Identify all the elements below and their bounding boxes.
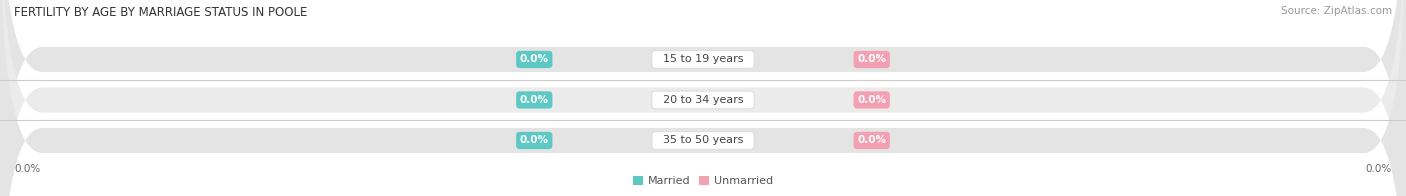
Text: Source: ZipAtlas.com: Source: ZipAtlas.com xyxy=(1281,6,1392,16)
Text: 35 to 50 years: 35 to 50 years xyxy=(655,135,751,145)
Text: 0.0%: 0.0% xyxy=(1365,163,1392,174)
Text: 0.0%: 0.0% xyxy=(858,95,886,105)
Text: 15 to 19 years: 15 to 19 years xyxy=(655,54,751,64)
Legend: Married, Unmarried: Married, Unmarried xyxy=(628,171,778,191)
Text: 20 to 34 years: 20 to 34 years xyxy=(655,95,751,105)
Text: 0.0%: 0.0% xyxy=(520,95,548,105)
Text: 0.0%: 0.0% xyxy=(858,135,886,145)
Text: 0.0%: 0.0% xyxy=(14,163,41,174)
Text: 0.0%: 0.0% xyxy=(520,135,548,145)
Text: 0.0%: 0.0% xyxy=(858,54,886,64)
Text: FERTILITY BY AGE BY MARRIAGE STATUS IN POOLE: FERTILITY BY AGE BY MARRIAGE STATUS IN P… xyxy=(14,6,308,19)
Text: 0.0%: 0.0% xyxy=(520,54,548,64)
